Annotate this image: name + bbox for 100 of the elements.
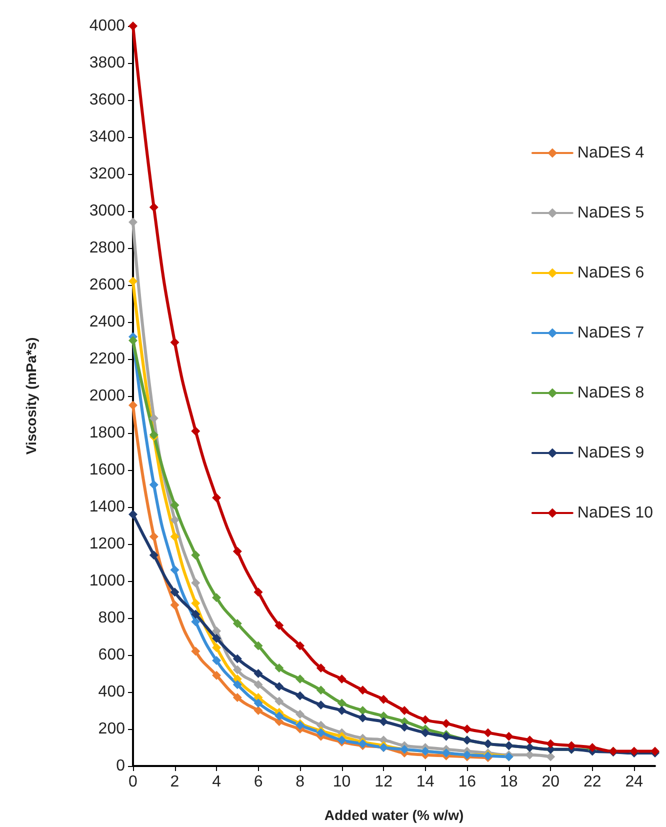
y-tick-label: 600 xyxy=(98,646,126,664)
x-tick-label: 20 xyxy=(542,774,560,790)
x-tick-label: 16 xyxy=(458,774,476,790)
legend-label: NaDES 7 xyxy=(577,324,644,342)
point xyxy=(212,643,222,652)
point xyxy=(254,669,263,678)
point xyxy=(316,700,326,710)
point xyxy=(296,641,305,650)
y-tick-label: 2800 xyxy=(89,240,126,256)
point xyxy=(191,646,200,656)
y-tick-label: 0 xyxy=(116,758,126,774)
point xyxy=(254,706,263,715)
point xyxy=(462,724,472,734)
point xyxy=(296,710,305,719)
point xyxy=(274,696,284,706)
legend-label: NaDES 6 xyxy=(577,264,644,282)
point xyxy=(296,674,305,684)
y-tick-label: 1000 xyxy=(89,572,126,590)
y-tick-label: 3800 xyxy=(89,54,126,72)
point xyxy=(128,276,138,286)
point xyxy=(212,493,222,502)
legend-label: NaDES 10 xyxy=(577,504,654,522)
legend-label: NaDES 5 xyxy=(577,204,644,222)
y-tick-label: 2200 xyxy=(89,350,126,368)
point xyxy=(316,663,326,672)
point xyxy=(379,717,388,726)
point xyxy=(274,712,284,721)
y-tick-label: 3000 xyxy=(89,202,126,220)
y-tick-label: 200 xyxy=(98,720,126,738)
point xyxy=(588,743,597,752)
x-axis-title: Added water (% w/w) xyxy=(324,807,464,823)
point xyxy=(191,550,200,560)
point xyxy=(191,578,200,588)
x-tick-label: 24 xyxy=(625,774,644,790)
point xyxy=(212,634,222,643)
x-tick-label: 14 xyxy=(416,774,434,790)
point xyxy=(232,680,242,690)
legend-label: NaDES 4 xyxy=(577,144,644,162)
point xyxy=(212,656,222,666)
point xyxy=(274,663,284,672)
point xyxy=(546,739,556,748)
y-tick-label: 2000 xyxy=(89,388,126,404)
point xyxy=(546,752,556,762)
point xyxy=(254,698,263,708)
point xyxy=(358,713,368,722)
x-tick-label: 18 xyxy=(500,774,518,790)
x-tick-label: 4 xyxy=(212,774,222,790)
legend-label: NaDES 9 xyxy=(577,444,644,462)
point xyxy=(170,338,180,347)
point xyxy=(337,674,346,684)
point xyxy=(149,532,158,542)
x-tick-label: 10 xyxy=(332,774,351,790)
point xyxy=(358,686,368,695)
point xyxy=(128,400,138,410)
point xyxy=(212,670,222,680)
point xyxy=(504,732,514,741)
y-tick-label: 1400 xyxy=(89,498,126,516)
point xyxy=(212,626,222,636)
point xyxy=(232,693,242,702)
point xyxy=(170,600,180,610)
point xyxy=(232,654,242,664)
point xyxy=(191,426,200,436)
y-axis-title: Viscosity (mPa*s) xyxy=(23,337,39,455)
point xyxy=(170,532,180,542)
y-tick-label: 3600 xyxy=(89,92,126,108)
point xyxy=(149,480,158,490)
point xyxy=(337,706,346,715)
point xyxy=(149,550,158,560)
point xyxy=(296,691,305,700)
point xyxy=(337,698,346,708)
point xyxy=(316,686,326,695)
y-tick-label: 3200 xyxy=(89,166,126,182)
point xyxy=(525,736,534,745)
x-tick-label: 2 xyxy=(170,774,180,790)
y-tick-label: 2600 xyxy=(89,276,126,294)
point xyxy=(420,715,430,724)
point xyxy=(191,610,200,619)
point xyxy=(212,593,222,602)
y-tick-label: 3400 xyxy=(89,128,126,146)
point xyxy=(191,617,200,626)
x-tick-label: 8 xyxy=(296,774,305,790)
point xyxy=(170,500,180,510)
legend-label: NaDES 8 xyxy=(577,384,644,402)
point xyxy=(379,694,388,704)
point xyxy=(232,546,242,556)
x-tick-label: 0 xyxy=(128,774,138,790)
y-tick-label: 800 xyxy=(98,610,126,626)
point xyxy=(170,565,180,574)
point xyxy=(483,728,492,738)
point xyxy=(400,706,409,715)
point xyxy=(358,706,368,715)
point xyxy=(442,718,451,728)
point xyxy=(274,620,284,630)
point xyxy=(232,619,242,628)
point xyxy=(254,680,263,690)
point xyxy=(128,510,138,519)
point xyxy=(170,588,180,597)
y-tick-label: 400 xyxy=(98,684,126,700)
x-tick-label: 6 xyxy=(254,774,263,790)
point xyxy=(400,722,409,732)
